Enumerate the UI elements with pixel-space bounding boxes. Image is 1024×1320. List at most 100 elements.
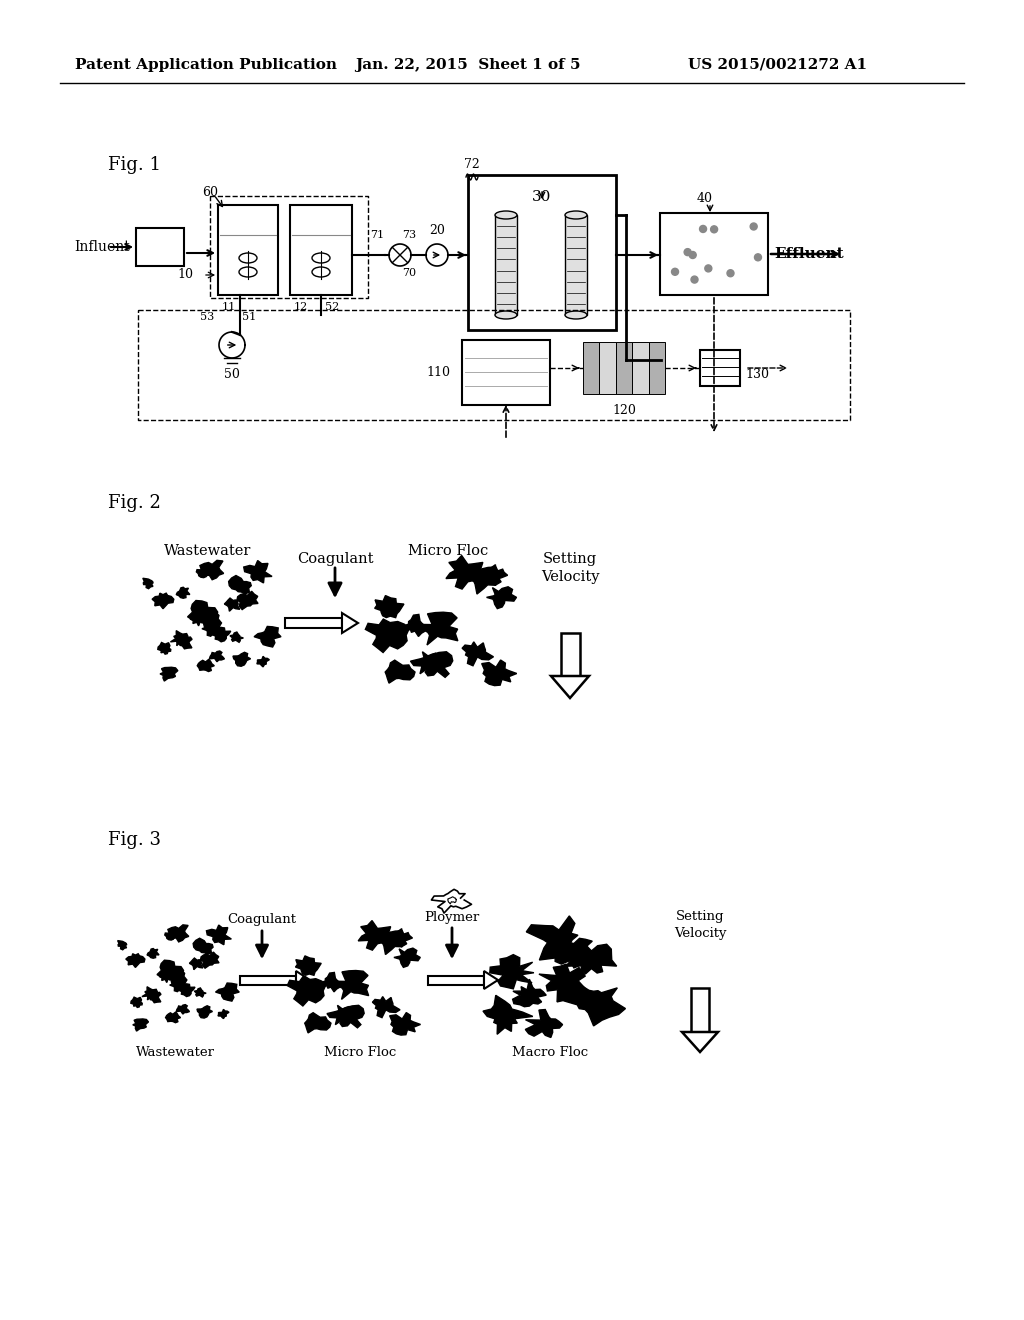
Circle shape (711, 226, 718, 232)
Circle shape (751, 223, 757, 230)
Polygon shape (254, 627, 281, 647)
Bar (632, 342, 648, 393)
Polygon shape (224, 598, 240, 611)
Text: Wastewater: Wastewater (135, 1045, 214, 1059)
Text: 130: 130 (745, 367, 769, 380)
Ellipse shape (495, 211, 517, 219)
Text: 60: 60 (202, 186, 218, 198)
Bar (218, 205, 278, 294)
Polygon shape (233, 652, 251, 667)
Bar (648, 342, 665, 393)
Polygon shape (526, 916, 582, 961)
Polygon shape (209, 651, 224, 661)
Bar (290, 205, 352, 294)
Polygon shape (479, 565, 508, 586)
Text: Ploymer: Ploymer (424, 912, 479, 924)
Polygon shape (207, 925, 231, 945)
Polygon shape (147, 991, 161, 1003)
Polygon shape (197, 566, 211, 578)
Text: 53: 53 (200, 312, 214, 322)
Polygon shape (170, 631, 189, 645)
Polygon shape (160, 667, 178, 681)
Polygon shape (189, 958, 203, 970)
Polygon shape (387, 929, 413, 948)
Polygon shape (244, 561, 272, 583)
Polygon shape (200, 560, 223, 579)
Bar (565, 215, 587, 315)
Polygon shape (168, 925, 188, 942)
Bar (240, 975, 296, 985)
Polygon shape (176, 1005, 189, 1014)
Polygon shape (187, 601, 218, 623)
Text: Effluent: Effluent (774, 247, 844, 261)
Text: Wastewater: Wastewater (164, 544, 252, 558)
Bar (599, 342, 615, 393)
Text: Setting
Velocity: Setting Velocity (541, 552, 599, 585)
Polygon shape (118, 941, 127, 950)
Polygon shape (168, 968, 186, 985)
Polygon shape (142, 987, 159, 1001)
Text: 70: 70 (402, 268, 416, 279)
Polygon shape (204, 609, 217, 618)
Polygon shape (462, 642, 494, 665)
Circle shape (672, 268, 679, 276)
Bar (428, 975, 484, 985)
Polygon shape (375, 595, 403, 618)
Polygon shape (198, 659, 214, 672)
Text: 110: 110 (426, 366, 450, 379)
Polygon shape (158, 643, 171, 655)
Ellipse shape (565, 312, 587, 319)
Text: Coagulant: Coagulant (227, 913, 297, 927)
Polygon shape (159, 972, 174, 982)
Bar (691, 987, 709, 1032)
Polygon shape (483, 995, 532, 1035)
Text: Fig. 3: Fig. 3 (108, 832, 161, 849)
Ellipse shape (239, 253, 257, 263)
Polygon shape (296, 956, 322, 975)
Polygon shape (176, 636, 193, 649)
Polygon shape (176, 587, 189, 598)
Text: 72: 72 (464, 158, 480, 172)
Text: Macro Floc: Macro Floc (512, 1045, 588, 1059)
Polygon shape (131, 997, 142, 1007)
Polygon shape (194, 939, 213, 954)
Polygon shape (171, 968, 183, 975)
Text: Influent: Influent (75, 240, 130, 253)
Text: US 2015/0021272 A1: US 2015/0021272 A1 (688, 58, 867, 73)
Text: 30: 30 (532, 190, 552, 205)
Text: 11: 11 (222, 302, 237, 312)
Polygon shape (525, 1010, 562, 1038)
Text: Coagulant: Coagulant (297, 552, 374, 566)
Polygon shape (484, 972, 498, 989)
Polygon shape (197, 1006, 212, 1018)
Polygon shape (422, 612, 458, 645)
Polygon shape (565, 944, 616, 974)
Text: 120: 120 (612, 404, 636, 417)
Polygon shape (165, 929, 178, 940)
Bar (700, 350, 740, 385)
Text: 20: 20 (429, 224, 445, 238)
Polygon shape (513, 979, 546, 1007)
Circle shape (705, 265, 712, 272)
Text: 12: 12 (294, 302, 308, 312)
Polygon shape (390, 1012, 421, 1035)
Bar (285, 618, 342, 628)
Polygon shape (201, 609, 221, 628)
Polygon shape (551, 676, 589, 698)
Polygon shape (170, 978, 185, 991)
Ellipse shape (239, 267, 257, 277)
Text: Micro Floc: Micro Floc (324, 1045, 396, 1059)
Text: 50: 50 (224, 367, 240, 380)
Circle shape (699, 226, 707, 232)
Polygon shape (358, 920, 396, 950)
Polygon shape (458, 566, 501, 594)
Polygon shape (212, 627, 230, 642)
Text: 73: 73 (402, 230, 416, 240)
Polygon shape (142, 578, 153, 589)
Text: 40: 40 (697, 193, 713, 206)
Polygon shape (201, 952, 219, 968)
Polygon shape (153, 593, 174, 609)
Polygon shape (539, 964, 591, 1002)
Polygon shape (342, 612, 358, 634)
Polygon shape (237, 591, 258, 610)
